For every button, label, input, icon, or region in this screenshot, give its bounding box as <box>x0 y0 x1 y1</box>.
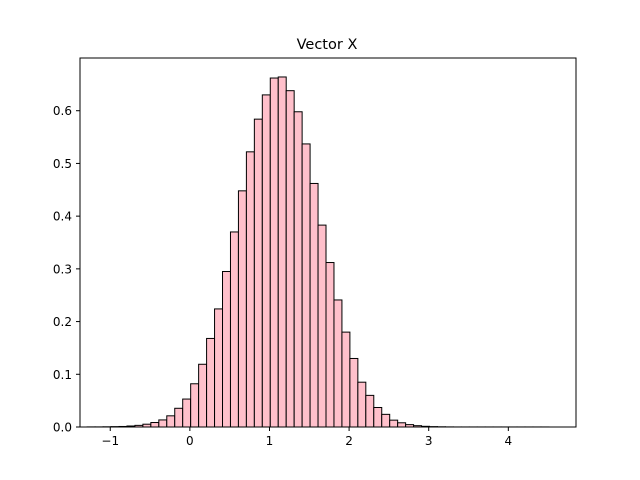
histogram-bar <box>317 224 327 428</box>
x-tick-label: 4 <box>505 434 513 448</box>
histogram-bar <box>253 118 263 428</box>
histogram-bar <box>229 231 239 428</box>
x-tick-label: 0 <box>186 434 194 448</box>
histogram-bar <box>261 94 271 428</box>
histogram-bar <box>245 151 255 428</box>
histogram-bar <box>190 383 200 428</box>
histogram-bar <box>381 413 391 428</box>
histogram-bar <box>397 422 407 428</box>
histogram-bar <box>150 422 160 428</box>
histogram-bar <box>389 419 399 428</box>
histogram-bar <box>174 407 184 428</box>
histogram-bar <box>166 415 176 428</box>
histogram-bar <box>206 337 216 428</box>
histogram-bar <box>333 299 343 428</box>
y-tick-label: 0.5 <box>53 157 72 171</box>
histogram-bar <box>309 182 319 428</box>
histogram-bar <box>182 398 192 428</box>
histogram-bar <box>214 308 224 428</box>
histogram-bar <box>325 262 335 428</box>
histogram-bar <box>198 363 208 428</box>
histogram-bar <box>373 406 383 428</box>
histogram-bar <box>301 143 311 428</box>
histogram-bar <box>293 111 303 428</box>
chart-title: Vector X <box>297 37 358 53</box>
x-tick-label: 1 <box>266 434 274 448</box>
y-tick-label: 0.2 <box>53 315 72 329</box>
histogram-bar <box>285 90 295 428</box>
histogram-bar <box>277 76 287 428</box>
histogram-bar <box>357 381 367 428</box>
x-tick-label: 2 <box>345 434 353 448</box>
y-tick-label: 0.4 <box>53 210 72 224</box>
x-tick-label: −1 <box>101 434 119 448</box>
y-axis: 0.0 0.1 0.2 0.3 0.4 0.5 0.6 <box>53 104 80 435</box>
plot-frame <box>79 57 577 428</box>
y-tick-label: 0.0 <box>53 421 72 435</box>
histogram-bar <box>365 394 375 428</box>
histogram-bar <box>158 419 168 428</box>
histogram-bars <box>86 76 550 428</box>
y-tick-label: 0.6 <box>53 104 72 118</box>
histogram-bar <box>222 270 231 428</box>
histogram-bar <box>269 77 279 428</box>
y-tick-label: 0.1 <box>53 368 72 382</box>
x-axis: −1 0 1 2 3 4 <box>101 427 512 448</box>
histogram-bar <box>341 331 351 428</box>
histogram-bar <box>237 190 247 428</box>
histogram-bar <box>349 357 359 428</box>
x-tick-label: 3 <box>425 434 433 448</box>
y-tick-label: 0.3 <box>53 262 72 276</box>
